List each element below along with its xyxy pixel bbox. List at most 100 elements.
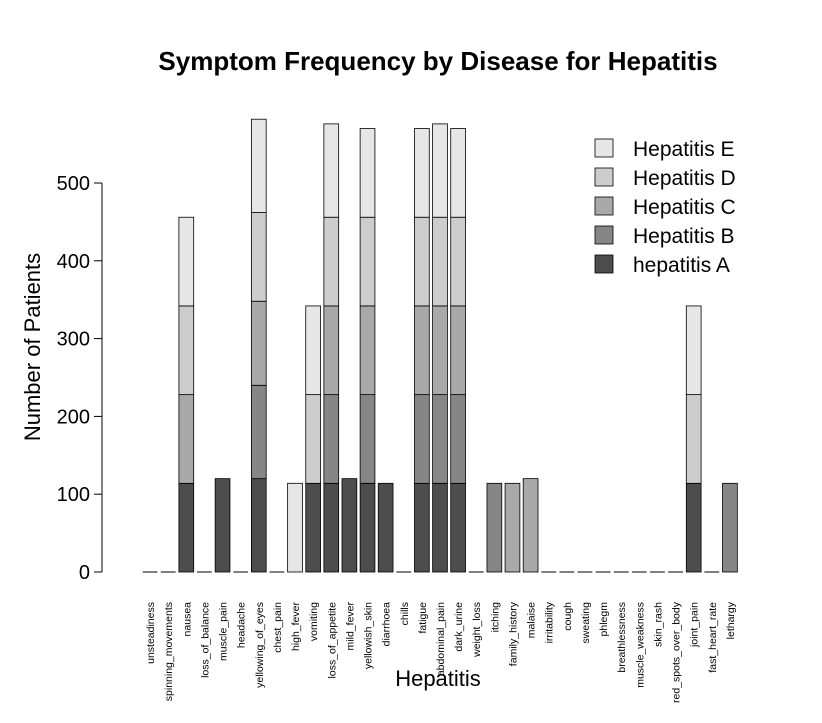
x-tick-label: family_history — [507, 601, 519, 666]
bar-segment — [178, 482, 195, 573]
y-tick-label: 200 — [57, 406, 90, 428]
x-tick-label: irritability — [544, 601, 556, 643]
bar-segment — [178, 305, 195, 396]
bar-segment — [432, 216, 448, 307]
x-tick-label: breathlessness — [616, 602, 628, 673]
bar-segment — [341, 478, 358, 573]
bar-segment — [414, 482, 430, 573]
bar-segment — [323, 305, 340, 396]
bar-segment — [359, 305, 376, 396]
bar-segment — [432, 394, 448, 484]
x-tick-label: muscle_pain — [218, 602, 230, 661]
x-tick-label: nausea — [181, 602, 193, 637]
x-tick-label: weight_loss — [471, 602, 483, 658]
bar-segment — [250, 478, 267, 573]
y-tick-label: 300 — [57, 329, 90, 351]
x-tick-label: muscle_weakness — [634, 602, 646, 688]
x-axis-label: Hepatitis — [395, 666, 481, 691]
bar-segment — [504, 482, 521, 573]
x-tick-label: cough — [562, 602, 574, 631]
bar-segment — [432, 482, 448, 573]
bar-segment — [450, 128, 466, 218]
bar-segment — [522, 478, 539, 573]
x-tick-label: abdominal_pain — [435, 602, 447, 676]
x-tick-labels: unsteadiness spinning_movements nausea loss… — [145, 601, 737, 703]
bar-segment — [305, 394, 321, 484]
bar-segment — [359, 128, 376, 218]
x-tick-label: sweating — [580, 602, 592, 644]
y-tick-label: 100 — [57, 484, 90, 506]
y-tick-label: 0 — [79, 562, 90, 584]
bar-segment — [359, 394, 376, 484]
bar-segment — [359, 216, 376, 307]
x-tick-label: headache — [236, 602, 248, 648]
x-tick-label: skin_rash — [652, 602, 664, 647]
bar-segment — [250, 212, 267, 302]
bar-segment — [432, 123, 448, 218]
x-tick-label: diarrhoea — [381, 602, 393, 647]
bar-segment — [450, 216, 466, 307]
x-tick-label: chest_pain — [272, 602, 284, 653]
y-tick-label: 500 — [57, 173, 90, 195]
bar-segment — [178, 394, 195, 484]
bar-segment — [359, 482, 376, 573]
bar-segment — [305, 482, 321, 573]
bar-segment — [250, 300, 267, 386]
legend-swatch — [594, 254, 614, 274]
x-tick-label: unsteadiness — [145, 602, 157, 664]
x-tick-label: yellowing_of_eyes — [254, 602, 266, 688]
x-tick-label: lethargy — [725, 601, 737, 639]
x-tick-label: fatigue — [417, 602, 429, 634]
bar-segment — [450, 394, 466, 484]
x-tick-label: joint_pain — [689, 602, 701, 648]
x-tick-label: mild_fever — [344, 601, 356, 650]
y-tick-label: 400 — [57, 251, 90, 273]
legend-label: Hepatitis D — [633, 167, 736, 190]
bar-segment — [414, 216, 430, 307]
bar-segment — [323, 123, 340, 218]
bar-segment — [432, 305, 448, 396]
bar-segment — [323, 216, 340, 307]
bar-segment — [486, 482, 503, 573]
x-tick-label: phlegm — [598, 602, 610, 637]
legend-swatch — [594, 225, 614, 245]
bar-segment — [414, 394, 430, 484]
x-tick-label: high_fever — [290, 602, 302, 652]
x-tick-label: loss_of_balance — [199, 602, 211, 678]
bar-segment — [250, 384, 267, 480]
y-axis-label: Number of Patients — [20, 253, 45, 441]
x-tick-label: vomiting — [308, 602, 320, 641]
legend-swatch — [594, 196, 614, 216]
x-tick-label: yellowish_skin — [363, 602, 375, 669]
bar-segment — [305, 305, 321, 396]
legend-swatch — [594, 167, 614, 187]
bar-segment — [250, 118, 267, 213]
x-tick-label: loss_of_appetite — [326, 602, 338, 679]
bar-segment — [450, 482, 466, 573]
bar-segment — [178, 216, 195, 307]
legend-label: Hepatitis C — [633, 196, 736, 219]
y-axis: 0 100 200 300 400 500 — [57, 173, 103, 584]
bar-segment — [722, 482, 738, 573]
bar-segment — [414, 128, 430, 218]
bar-segment — [323, 394, 340, 484]
legend-label: Hepatitis B — [633, 225, 735, 248]
legend: Hepatitis E Hepatitis D Hepatitis C Hepatit… — [594, 138, 736, 277]
bar-segment — [450, 305, 466, 396]
bar-segment — [214, 478, 231, 573]
bar-segment — [685, 394, 702, 484]
x-tick-label: spinning_movements — [163, 602, 175, 701]
bar-segment — [287, 482, 303, 573]
bar-segment — [685, 482, 702, 573]
x-tick-label: itching — [489, 602, 501, 633]
bar-segment — [377, 482, 394, 573]
x-tick-label: dark_urine — [453, 602, 465, 652]
x-tick-label: malaise — [526, 602, 538, 638]
x-tick-label: fast_heart_rate — [707, 602, 719, 673]
x-tick-label: red_spots_over_body — [671, 601, 683, 703]
legend-swatch — [594, 138, 614, 158]
legend-label: hepatitis A — [633, 254, 730, 277]
chart-title: Symptom Frequency by Disease for Hepatit… — [158, 46, 717, 76]
bars — [142, 118, 738, 573]
